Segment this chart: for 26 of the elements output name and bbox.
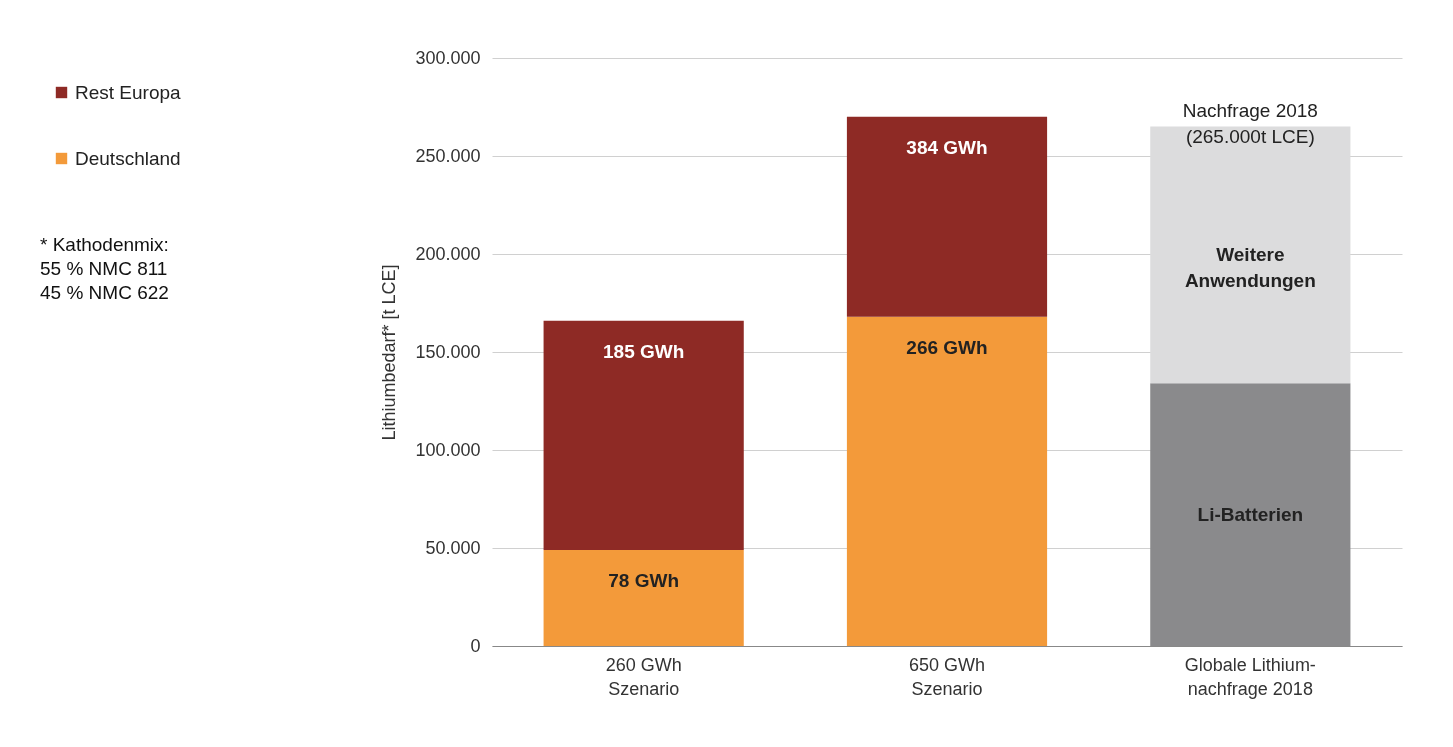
y-tick-label: 200.000 xyxy=(415,243,481,264)
y-axis-title: Lithiumbedarf* [t LCE] xyxy=(379,264,400,441)
annotation: 384 GWh xyxy=(906,136,988,158)
y-tick-label: 150.000 xyxy=(415,341,481,362)
legend-label: Deutschland xyxy=(75,147,181,169)
x-tick-label: Globale Lithium- nachfrage 2018 xyxy=(1184,654,1316,699)
x-tick-label: 650 GWh Szenario xyxy=(908,654,986,699)
annotation: Nachfrage 2018 (265.000t LCE) xyxy=(1182,99,1318,147)
y-tick-label: 250.000 xyxy=(415,145,481,166)
x-tick-label: 260 GWh Szenario xyxy=(605,654,682,699)
bar xyxy=(543,549,744,646)
y-tick-label: 100.000 xyxy=(415,439,481,460)
annotation: 266 GWh xyxy=(906,336,988,358)
annotation: 78 GWh xyxy=(608,569,680,591)
series-label: Li-Batterien xyxy=(1197,503,1304,525)
y-tick-label: 300.000 xyxy=(415,47,481,68)
bar xyxy=(846,316,1048,646)
bar xyxy=(543,320,744,550)
annotation: 185 GWh xyxy=(603,340,685,362)
bar xyxy=(1150,126,1351,384)
series-label: Weitere Anwendungen xyxy=(1184,243,1316,291)
y-tick-label: 50.000 xyxy=(425,537,481,558)
bar xyxy=(846,116,1048,317)
y-tick-label: 0 xyxy=(470,635,481,656)
legend-label: Rest Europa xyxy=(75,81,182,103)
text: * Kathodenmix: 55 % NMC 811 45 % NMC 622 xyxy=(40,234,169,303)
